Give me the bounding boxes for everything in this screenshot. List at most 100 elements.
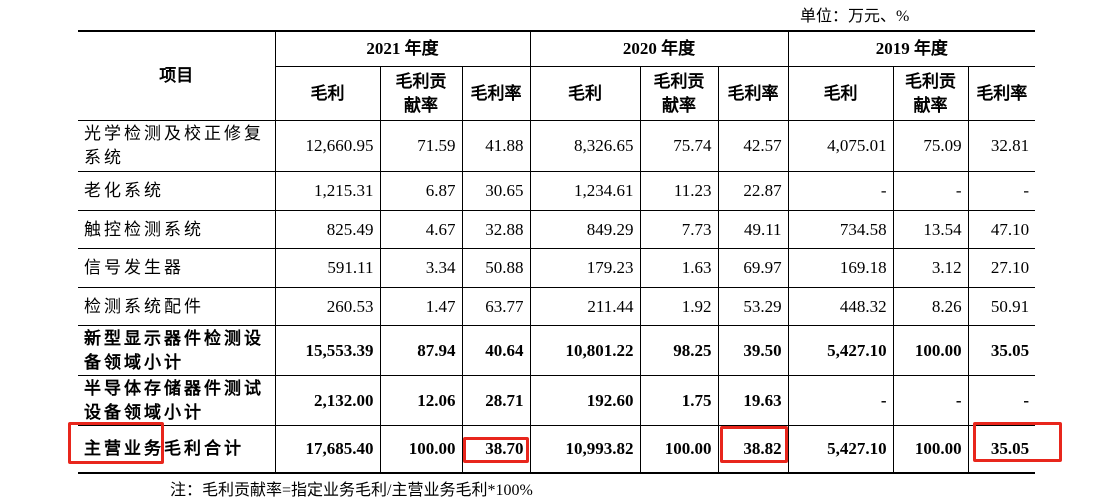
cell: 3.34 <box>379 248 463 288</box>
cell: 75.09 <box>892 120 969 172</box>
table-row: 老化系统 1,215.31 6.87 30.65 1,234.61 11.23 22.87-… <box>78 171 1036 211</box>
table-row: 半导体存储器件测试设备领域小计 2,132.00 12.06 28.71 192.60 1… <box>78 375 1036 426</box>
cell: 169.18 <box>787 248 894 288</box>
column-header: 毛利率 <box>967 66 1036 121</box>
cell: 100.00 <box>892 425 969 474</box>
cell: 5,427.10 <box>787 325 894 376</box>
cell: 17,685.40 <box>274 425 381 474</box>
cell: 179.23 <box>529 248 641 288</box>
cell: 87.94 <box>379 325 463 376</box>
cell: 75.74 <box>639 120 719 172</box>
column-header-text: 毛利率 <box>470 83 522 103</box>
table-header: 项目 2021 年度 2020 年度 2019 年度 毛利 毛利贡献率 毛利率 毛利 毛利贡献率… <box>78 30 1036 121</box>
year-header: 2021 年度 <box>274 30 531 67</box>
cell: 47.10 <box>967 210 1036 249</box>
cell: 2,132.00 <box>274 375 381 426</box>
column-header: 毛利 <box>275 66 381 121</box>
year-header: 2020 年度 <box>529 30 789 67</box>
cell: 10,993.82 <box>529 425 641 474</box>
cell: 1,215.31 <box>274 171 381 211</box>
cell: 42.57 <box>717 120 789 172</box>
cell: 69.97 <box>717 248 789 288</box>
cell: 15,553.39 <box>274 325 381 376</box>
row-label: 主营业务毛利合计 <box>78 425 276 474</box>
highlight-box <box>68 422 164 464</box>
cell: 591.11 <box>274 248 381 288</box>
cell: 12,660.95 <box>274 120 381 172</box>
row-label: 半导体存储器件测试设备领域小计 <box>78 375 276 426</box>
cell: 7.73 <box>639 210 719 249</box>
cell: 1,234.61 <box>529 171 641 211</box>
cell: 100.00 <box>892 325 969 376</box>
cell: 849.29 <box>529 210 641 249</box>
cell: 49.11 <box>717 210 789 249</box>
cell: 40.64 <box>461 325 531 376</box>
column-header: 毛利贡献率 <box>379 66 463 121</box>
cell: 4.67 <box>379 210 463 249</box>
column-header: 毛利率 <box>717 66 789 121</box>
cell: 53.29 <box>717 287 789 326</box>
cell: 19.63 <box>717 375 789 426</box>
row-label: 信号发生器 <box>78 248 276 288</box>
cell: - <box>787 171 894 211</box>
cell: - <box>967 375 1036 426</box>
table-row: 信号发生器 591.11 3.34 50.88 179.23 1.63 69.97 169.1… <box>78 248 1036 288</box>
table-row: 触控检测系统 825.49 4.67 32.88 849.29 7.73 49.11 734.… <box>78 210 1036 249</box>
row-label: 光学检测及校正修复系统 <box>78 120 276 172</box>
highlight-box <box>463 437 529 463</box>
column-header-text: 毛利贡献率 <box>905 71 957 115</box>
cell: 825.49 <box>274 210 381 249</box>
cell: - <box>787 375 894 426</box>
cell: 27.10 <box>967 248 1036 288</box>
cell: 11.23 <box>639 171 719 211</box>
cell: 98.25 <box>639 325 719 376</box>
cell: 734.58 <box>787 210 894 249</box>
table-body: 光学检测及校正修复系统 12,660.95 71.59 41.88 8,326.65 75… <box>78 120 1036 474</box>
cell: 30.65 <box>461 171 531 211</box>
cell: 100.00 <box>379 425 463 474</box>
cell: 1.92 <box>639 287 719 326</box>
item-header: 项目 <box>78 30 276 121</box>
cell: 5,427.10 <box>787 425 894 474</box>
table-row: 新型显示器件检测设备领域小计 15,553.39 87.94 40.64 10,801.… <box>78 325 1036 376</box>
column-header: 毛利贡献率 <box>892 66 969 121</box>
header-row: 毛利 毛利贡献率 毛利率 毛利 毛利贡献率 毛利率 毛利 毛利贡献率 毛利率 <box>78 66 1036 121</box>
row-label: 老化系统 <box>78 171 276 211</box>
column-header-text: 毛利率 <box>976 83 1028 103</box>
footnote: 注：毛利贡献率=指定业务毛利/主营业务毛利*100% <box>170 482 533 499</box>
column-header-text: 毛利贡献率 <box>653 71 705 115</box>
cell: 448.32 <box>787 287 894 326</box>
highlight-box <box>720 426 788 463</box>
cell: 32.88 <box>461 210 531 249</box>
column-header: 毛利 <box>529 66 641 121</box>
cell: 6.87 <box>379 171 463 211</box>
year-header: 2019 年度 <box>787 30 1036 67</box>
cell: 32.81 <box>967 120 1036 172</box>
cell: 38.70 <box>461 425 531 474</box>
cell: 41.88 <box>461 120 531 172</box>
cell: 50.88 <box>461 248 531 288</box>
column-header-text: 毛利 <box>310 83 345 103</box>
cell: 1.75 <box>639 375 719 426</box>
cell: 50.91 <box>967 287 1036 326</box>
cell: 22.87 <box>717 171 789 211</box>
cell: 63.77 <box>461 287 531 326</box>
cell: 13.54 <box>892 210 969 249</box>
column-header: 毛利贡献率 <box>639 66 719 121</box>
header-row: 项目 2021 年度 2020 年度 2019 年度 <box>78 30 1036 121</box>
row-label: 检测系统配件 <box>78 287 276 326</box>
cell: 28.71 <box>461 375 531 426</box>
column-header: 毛利 <box>787 66 894 121</box>
cell: 1.47 <box>379 287 463 326</box>
highlight-box <box>973 422 1062 462</box>
cell: 71.59 <box>379 120 463 172</box>
cell: 8,326.65 <box>529 120 641 172</box>
unit-note: 单位：万元、% <box>800 8 910 25</box>
row-label: 触控检测系统 <box>78 210 276 249</box>
cell: 260.53 <box>274 287 381 326</box>
cell: 211.44 <box>529 287 641 326</box>
table-row: 检测系统配件 260.53 1.47 63.77 211.44 1.92 53.29 448.… <box>78 287 1036 326</box>
cell: - <box>892 375 969 426</box>
